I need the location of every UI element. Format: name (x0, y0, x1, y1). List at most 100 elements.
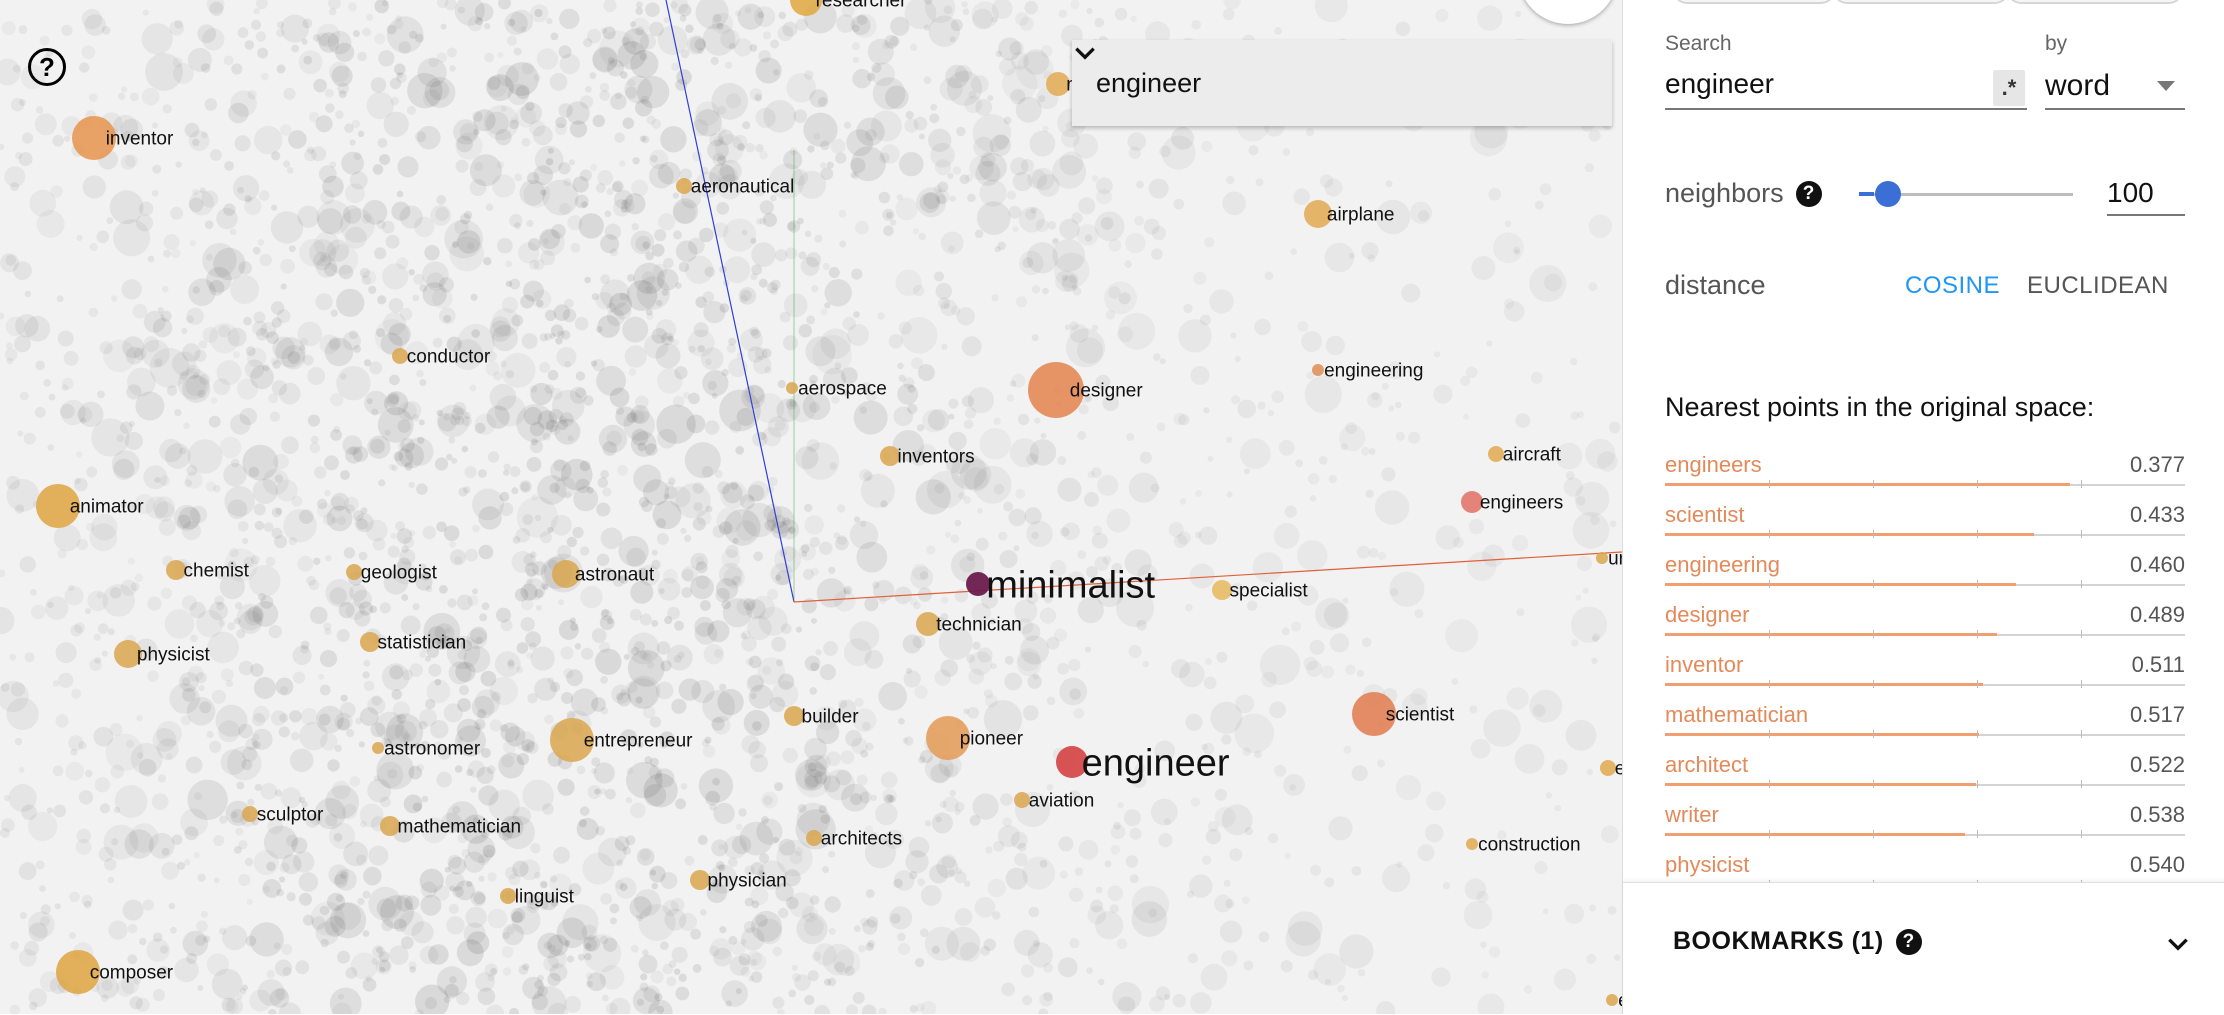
panel-top-tab[interactable] (1833, 0, 2009, 4)
nearest-point-word[interactable]: engineers (1665, 452, 1762, 477)
point-engineering[interactable]: engineering (1312, 361, 1423, 382)
point-marker[interactable] (1600, 760, 1616, 776)
chevron-down-icon[interactable] (2165, 931, 2191, 957)
point-marker[interactable] (1312, 364, 1324, 376)
point-marker[interactable] (690, 870, 710, 890)
nearest-point-row[interactable]: mathematician 0.517 (1665, 696, 2185, 746)
point-marker[interactable] (1046, 72, 1070, 96)
nearest-point-word[interactable]: designer (1665, 602, 1750, 627)
point-marker[interactable] (786, 382, 798, 394)
point-aviation[interactable]: aviation (1014, 791, 1094, 812)
point-geologist[interactable]: geologist (346, 563, 438, 584)
point-marker[interactable] (1606, 994, 1618, 1006)
point-marker[interactable] (880, 446, 900, 466)
point-e[interactable]: e (1600, 759, 1622, 780)
point-marker[interactable] (1014, 792, 1030, 808)
label-by-dropdown[interactable]: engineer (1072, 40, 1612, 126)
bookmarks-section[interactable]: BOOKMARKS (1) ? (1623, 882, 2224, 1015)
point-animator[interactable]: animator (36, 484, 144, 528)
point-ur[interactable]: ur (1596, 549, 1622, 570)
nearest-point-row[interactable]: engineers 0.377 (1665, 446, 2185, 496)
point-marker[interactable] (36, 484, 80, 528)
point-linguist[interactable]: linguist (500, 887, 575, 908)
point-marker[interactable] (784, 706, 804, 726)
point-technician[interactable]: technician (916, 612, 1022, 636)
nearest-point-row[interactable]: engineering 0.460 (1665, 546, 2185, 596)
point-marker[interactable] (926, 716, 970, 760)
point-marker[interactable] (114, 640, 142, 668)
panel-top-tab[interactable] (1673, 0, 1835, 4)
point-marker[interactable] (550, 718, 594, 762)
help-circle-icon[interactable]: ? (1895, 928, 1922, 955)
point-marker[interactable] (1056, 746, 1088, 778)
point-engineer[interactable]: engineer (1056, 742, 1230, 784)
nearest-point-word[interactable]: scientist (1665, 502, 1745, 527)
search-by-dropdown[interactable]: word (2045, 64, 2185, 110)
nearest-point-row[interactable]: scientist 0.433 (1665, 496, 2185, 546)
point-specialist[interactable]: specialist (1212, 580, 1308, 602)
point-marker[interactable] (1304, 200, 1332, 228)
point-marker[interactable] (1212, 580, 1232, 600)
point-marker[interactable] (392, 348, 408, 364)
distance-cosine-button[interactable]: COSINE (1905, 272, 2001, 299)
point-aeronautical[interactable]: aeronautical (676, 177, 794, 198)
point-designer[interactable]: designer (1028, 362, 1143, 418)
point-construction[interactable]: construction (1466, 835, 1581, 856)
point-astronomer[interactable]: astronomer (372, 739, 481, 760)
point-marker[interactable] (790, 0, 822, 16)
nearest-point-word[interactable]: inventor (1665, 652, 1744, 677)
point-marker[interactable] (676, 178, 692, 194)
point-marker[interactable] (1488, 446, 1504, 462)
point-marker[interactable] (1461, 491, 1483, 513)
point-physicist[interactable]: physicist (114, 640, 210, 668)
neighbors-value-input[interactable] (2107, 172, 2185, 216)
point-aerospace[interactable]: aerospace (786, 379, 887, 400)
point-marker[interactable] (806, 830, 822, 846)
point-marker[interactable] (1596, 552, 1608, 564)
point-inventors[interactable]: inventors (880, 446, 975, 468)
nearest-point-word[interactable]: architect (1665, 752, 1749, 777)
point-minimalist[interactable]: minimalist (966, 564, 1156, 606)
scatter-plot[interactable]: researcherinventoraeronauticalairplaneco… (0, 0, 1622, 1014)
point-marker[interactable] (346, 564, 362, 580)
help-circle-icon[interactable]: ? (1795, 180, 1822, 207)
point-researcher[interactable]: researcher (790, 0, 907, 16)
point-composer[interactable]: composer (56, 950, 174, 994)
point-chemist[interactable]: chemist (166, 560, 250, 582)
point-marker[interactable] (56, 950, 100, 994)
point-marker[interactable] (360, 632, 380, 652)
point-marker[interactable] (500, 888, 516, 904)
nearest-point-word[interactable]: mathematician (1665, 702, 1809, 727)
point-engineers[interactable]: engineers (1461, 491, 1563, 514)
bookmarks-header[interactable]: BOOKMARKS (1) ? (1673, 927, 1922, 956)
point-marker[interactable] (966, 572, 990, 596)
nearest-point-row[interactable]: architect 0.522 (1665, 746, 2185, 796)
point-sculptor[interactable]: sculptor (242, 805, 324, 826)
point-marker[interactable] (380, 816, 400, 836)
projection-canvas[interactable]: researcher inventor aeronautical airplane co… (0, 0, 1622, 1014)
point-marker[interactable] (916, 612, 940, 636)
nearest-point-row[interactable]: writer 0.538 (1665, 796, 2185, 846)
point-mathematician[interactable]: mathematician (380, 816, 521, 838)
point-marker[interactable] (552, 560, 580, 588)
distance-euclidean-button[interactable]: EUCLIDEAN (2027, 272, 2169, 299)
nearest-point-row[interactable]: designer 0.489 (1665, 596, 2185, 646)
point-astronaut[interactable]: astronaut (552, 560, 655, 588)
point-architects[interactable]: architects (806, 829, 902, 850)
point-builder[interactable]: builder (784, 706, 859, 728)
search-input[interactable] (1665, 64, 1995, 104)
point-conductor[interactable]: conductor (392, 347, 491, 368)
nearest-point-word[interactable]: writer (1665, 802, 1719, 827)
point-scientist[interactable]: scientist (1352, 692, 1455, 736)
point-marker[interactable] (1028, 362, 1084, 418)
neighbors-slider-track[interactable] (1859, 193, 2073, 196)
point-e[interactable]: e (1606, 991, 1622, 1012)
point-marker[interactable] (372, 742, 384, 754)
nearest-point-word[interactable]: physicist (1665, 852, 1750, 877)
point-n[interactable]: n (1046, 72, 1077, 96)
nearest-point-row[interactable]: inventor 0.511 (1665, 646, 2185, 696)
point-airplane[interactable]: airplane (1304, 200, 1395, 228)
point-aircraft[interactable]: aircraft (1488, 445, 1562, 466)
point-marker[interactable] (1352, 692, 1396, 736)
point-marker[interactable] (242, 806, 258, 822)
